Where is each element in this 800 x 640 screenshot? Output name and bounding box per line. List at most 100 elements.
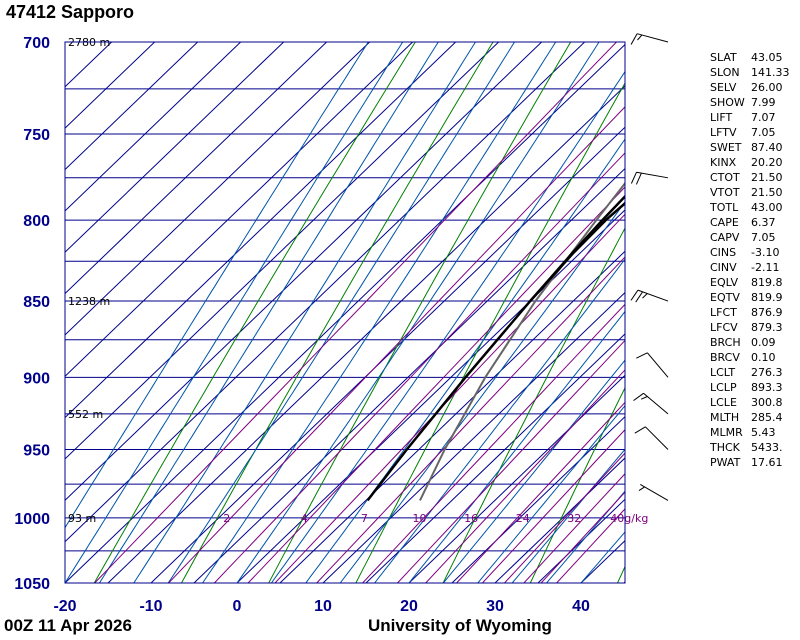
mixing-ratio-label: 7 [361, 512, 368, 525]
pressure-tick-label: 1050 [14, 576, 50, 593]
index-value: 21.50 [751, 171, 783, 184]
wind-barb-feather [635, 172, 642, 185]
mixing-ratio-label: 10 [413, 512, 427, 525]
index-key: BRCH [710, 336, 741, 349]
index-key: EQTV [710, 291, 740, 304]
mixing-ratio-line [214, 152, 625, 583]
height-label: 1238 m [68, 295, 110, 308]
wind-barb-feather [634, 426, 646, 434]
moist-adiabat-line [202, 42, 557, 583]
index-value: 300.8 [751, 396, 783, 409]
index-value: 819.8 [751, 276, 783, 289]
wind-barb-feather [630, 33, 638, 45]
isotherm-line [322, 291, 625, 583]
temperature-tick-label: -20 [53, 598, 76, 615]
mixing-ratio-line [397, 339, 625, 583]
wind-barb-shaft [647, 352, 669, 378]
isotherm-line [65, 42, 413, 377]
isotherm-line [193, 167, 625, 583]
index-key: LCLP [710, 381, 737, 394]
index-row: CAPV 7.05 [710, 230, 790, 245]
temperature-tick-label: 0 [233, 598, 242, 615]
wind-barb-feather [638, 486, 645, 492]
moist-adiabat-line [511, 448, 625, 583]
temperature-tick-label: -10 [139, 598, 162, 615]
moist-adiabat-line [133, 42, 476, 583]
dry-adiabat-line [181, 42, 494, 583]
data-source: University of Wyoming [368, 616, 552, 635]
index-key: BRCV [710, 351, 740, 364]
index-key: CINS [710, 246, 737, 259]
mixing-ratio-label: 32 [567, 512, 581, 525]
isotherm-line [65, 42, 241, 212]
index-value: 17.61 [751, 456, 783, 469]
wind-barb-shaft [645, 426, 669, 450]
index-row: LFCT 876.9 [710, 305, 790, 320]
index-value: 0.09 [751, 336, 776, 349]
wind-barb-feather [640, 396, 648, 400]
index-row: MLTH 285.4 [710, 410, 790, 425]
mixing-ratio-label: 4 [301, 512, 308, 525]
index-value: 43.00 [751, 201, 783, 214]
moist-adiabat-line [339, 201, 625, 583]
index-key: LFTV [710, 126, 737, 139]
moist-adiabat-line [408, 310, 625, 583]
wind-barb-shaft [636, 171, 669, 179]
index-value: 819.9 [751, 291, 783, 304]
mixing-ratio-lines [94, 42, 625, 583]
index-row: EQTV 819.9 [710, 290, 790, 305]
index-key: SWET [710, 141, 742, 154]
isotherm-line [150, 126, 625, 583]
dry-adiabat-line [442, 227, 625, 583]
index-row: BRCV 0.10 [710, 350, 790, 365]
moist-adiabat-line [65, 42, 369, 529]
mixing-ratio-label: 24 [516, 512, 530, 525]
moist-adiabat-line [98, 42, 439, 583]
station-title: 47412 Sapporo [6, 2, 135, 22]
index-value: 7.05 [751, 126, 776, 139]
isotherm-line [65, 42, 198, 171]
pressure-tick-label: 850 [23, 294, 50, 311]
index-row: SLON 141.33 [710, 65, 790, 80]
dry-adiabat-line [529, 386, 625, 583]
index-value: 0.10 [751, 351, 776, 364]
mixing-ratio-label: 16 [464, 512, 478, 525]
mixing-ratio-line [316, 256, 625, 583]
wind-barb-feather [637, 34, 643, 41]
index-key: SLON [710, 66, 740, 79]
index-value: 285.4 [751, 411, 783, 424]
wind-barb-feather [635, 291, 644, 303]
index-key: MLTH [710, 411, 740, 424]
index-value: 7.07 [751, 111, 776, 124]
index-value: 43.05 [751, 51, 783, 64]
index-row: LCLT 276.3 [710, 365, 790, 380]
moist-adiabat-line [305, 138, 625, 583]
index-key: TOTL [710, 201, 739, 214]
index-key: SHOW [710, 96, 745, 109]
index-value: -2.11 [751, 261, 780, 274]
temperature-profile-line [366, 201, 625, 502]
isotherm-line [236, 209, 625, 583]
stability-indices-list: SLAT 43.05 SLON 141.33 SELV 26.00 SHOW 7.99 LIFT… [710, 50, 790, 470]
sounding-time: 00Z 11 Apr 2026 [4, 616, 132, 635]
wind-barb-feather [630, 289, 639, 301]
index-row: PWAT 17.61 [710, 455, 790, 470]
wind-barb-feather [630, 171, 637, 184]
index-row: SHOW 7.99 [710, 95, 790, 110]
pressure-tick-labels: 700 750 800 850 900 950 1000 1050 [14, 35, 50, 593]
dry-adiabat-line [792, 42, 800, 583]
mixing-ratio-line [362, 303, 625, 583]
temperature-tick-label: 10 [314, 598, 332, 615]
wind-barb-feather [633, 392, 644, 402]
mixing-ratio-line [274, 213, 625, 583]
index-key: THCK [710, 441, 740, 454]
isotherm-line [65, 42, 542, 502]
index-key: LCLT [710, 366, 736, 379]
moist-adiabat-line [236, 42, 600, 583]
mixing-ratio-label: 2 [223, 512, 230, 525]
index-value: 26.00 [751, 81, 783, 94]
index-row: SWET 87.40 [710, 140, 790, 155]
index-key: VTOT [710, 186, 740, 199]
index-value: 879.3 [751, 321, 783, 334]
index-row: KINX 20.20 [710, 155, 790, 170]
